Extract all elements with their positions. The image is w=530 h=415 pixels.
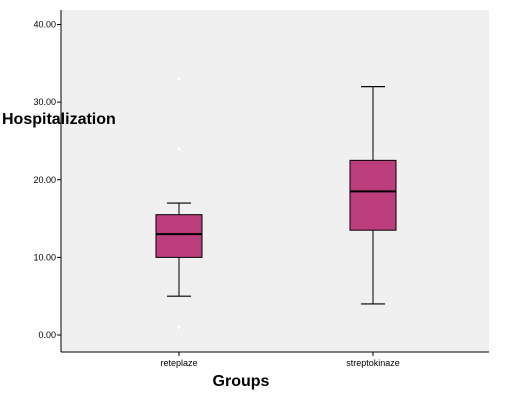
outlier-point bbox=[176, 145, 182, 152]
y-tick-label: 40.00 bbox=[33, 20, 56, 30]
box-streptokinaze bbox=[349, 85, 397, 305]
outlier-point bbox=[176, 76, 182, 82]
x-axis: reteplaze streptokinaze bbox=[61, 351, 489, 368]
y-axis-title: Hospitalization bbox=[2, 111, 116, 128]
y-tick-label: 0.00 bbox=[38, 330, 56, 340]
y-tick-label: 20.00 bbox=[33, 175, 56, 185]
x-tick-label: reteplaze bbox=[160, 358, 197, 368]
x-axis-title: Groups bbox=[213, 373, 270, 390]
box-iqr bbox=[349, 159, 397, 231]
plot-area bbox=[61, 10, 489, 352]
y-tick-label: 10.00 bbox=[33, 252, 56, 262]
x-tick-label: streptokinaze bbox=[346, 358, 400, 368]
box-iqr bbox=[155, 214, 203, 258]
box-reteplaze bbox=[155, 76, 203, 331]
box-series bbox=[155, 76, 397, 331]
outlier-point bbox=[176, 324, 182, 331]
y-tick-label: 30.00 bbox=[33, 97, 56, 107]
y-axis: 0.00 10.00 20.00 30.00 40.00 bbox=[33, 10, 62, 352]
